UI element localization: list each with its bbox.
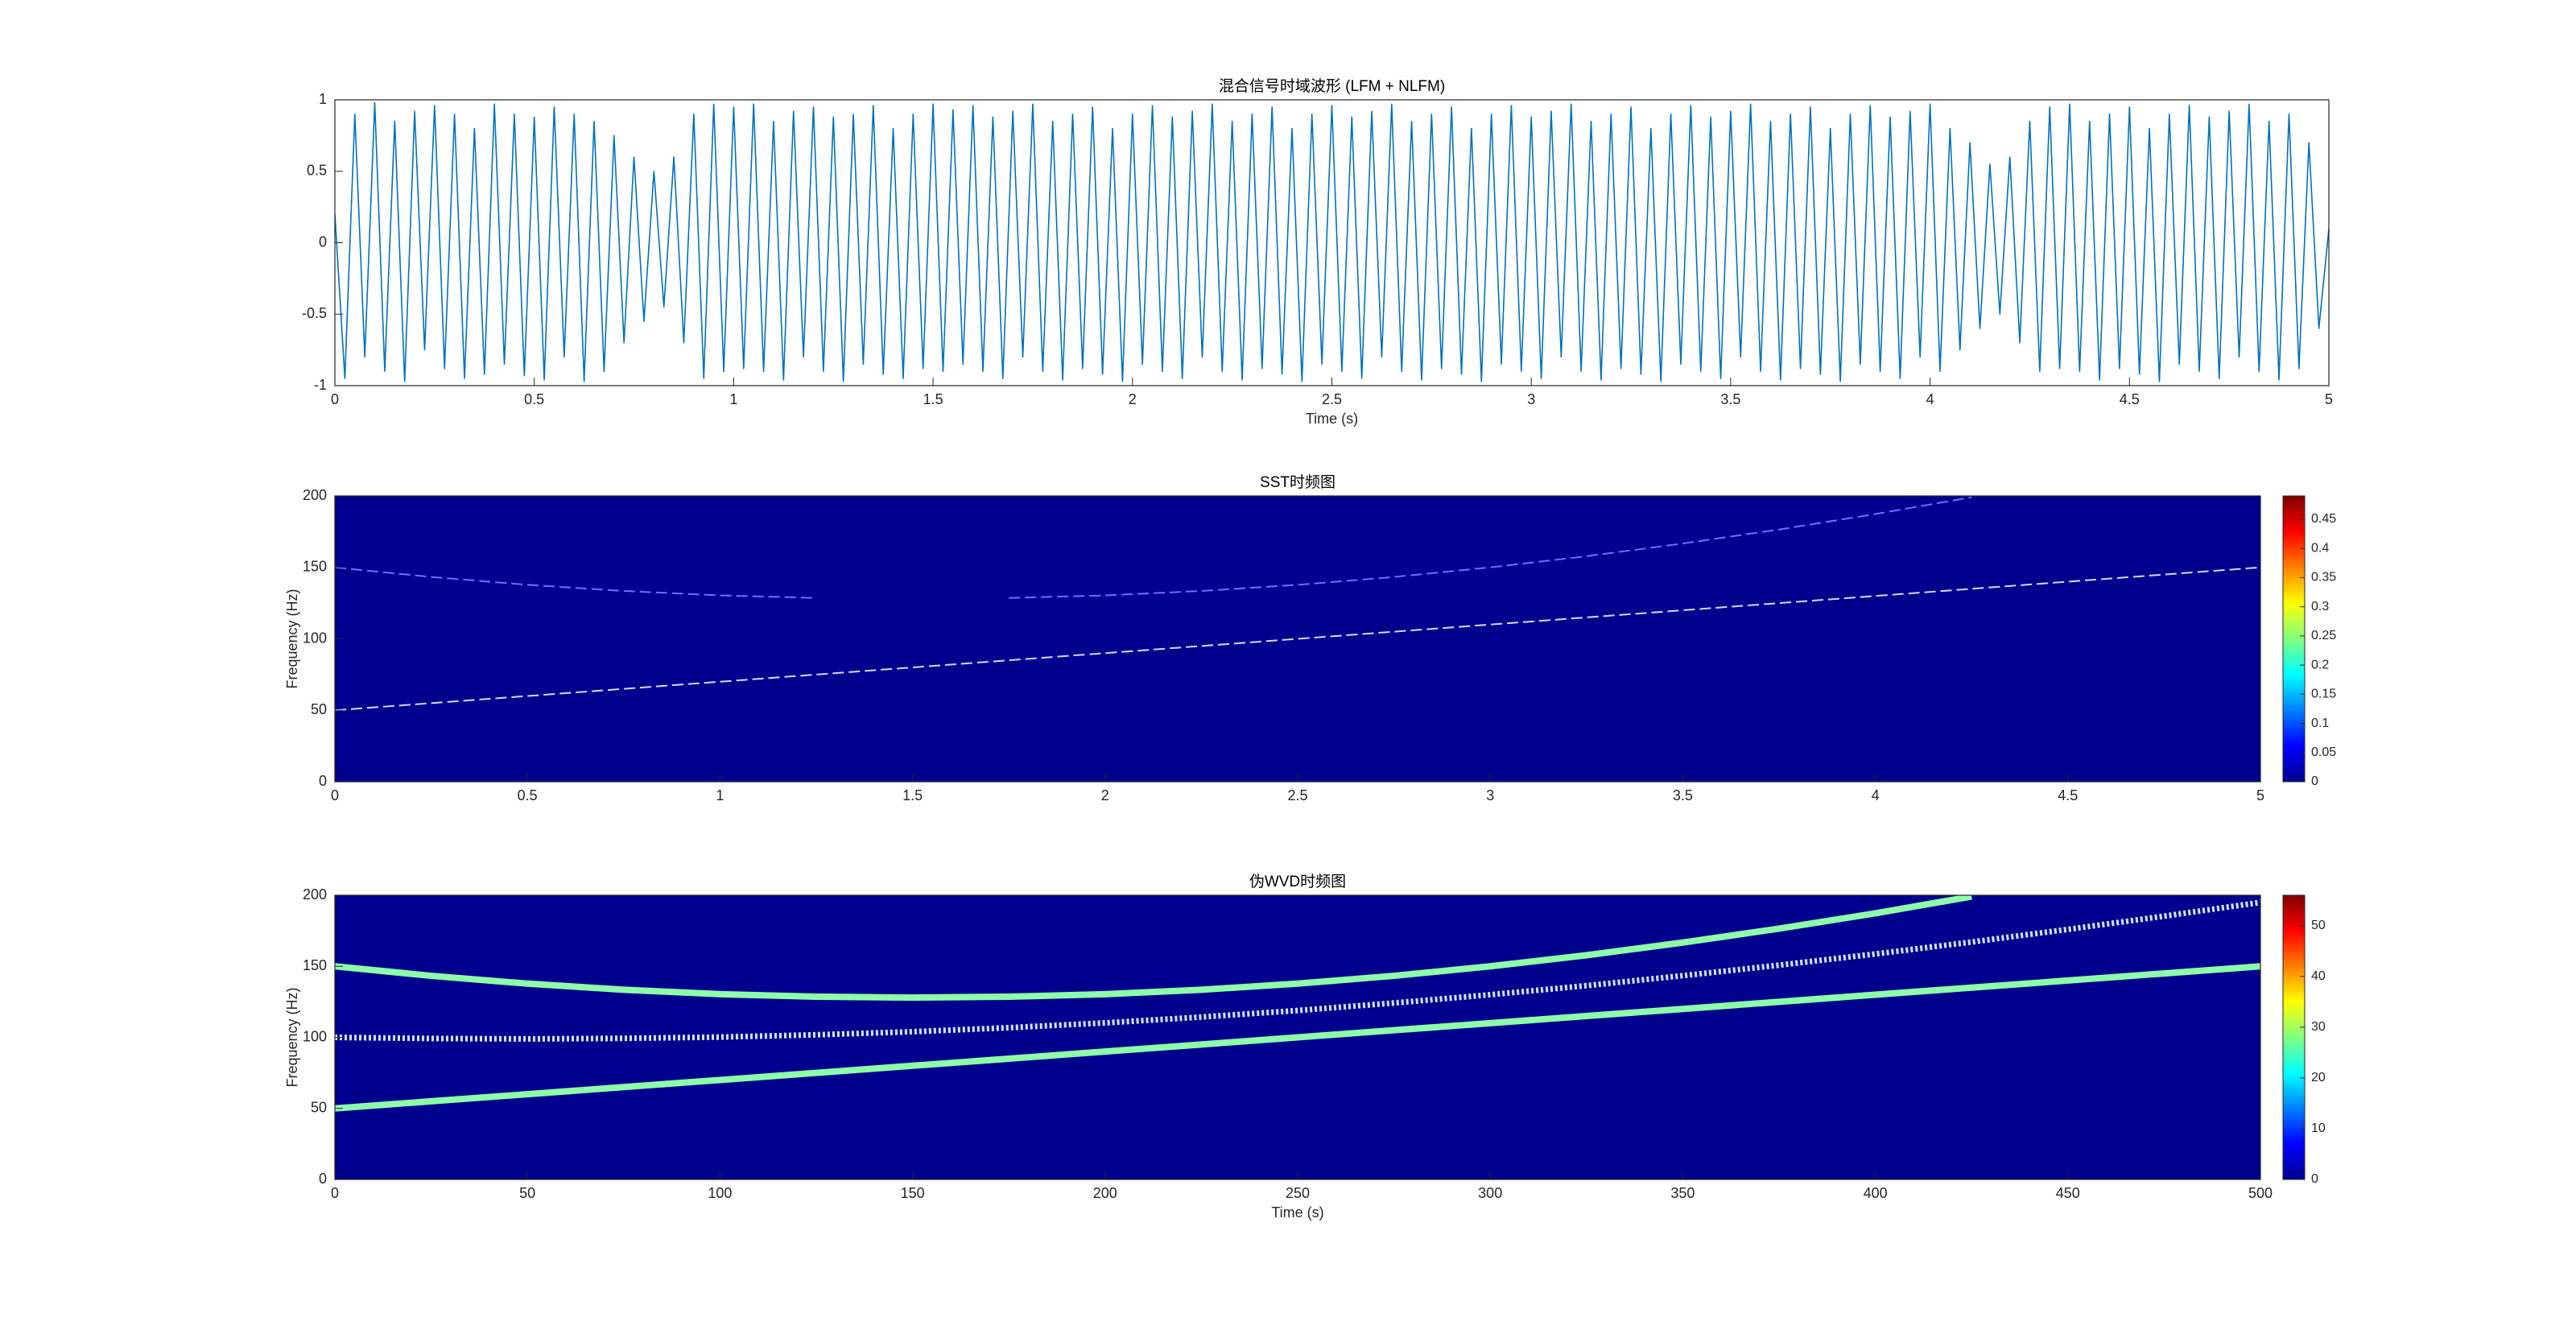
series-line: [335, 963, 2260, 1112]
y-tick-label: -0.5: [302, 305, 327, 321]
y-tick-label: 50: [311, 701, 327, 717]
y-tick-label: 0: [319, 1171, 327, 1187]
x-tick-label: 0.5: [524, 391, 544, 407]
plot-area: [335, 496, 2260, 712]
x-tick-label: 2.5: [1287, 787, 1307, 803]
x-tick-label: 2: [1101, 787, 1109, 803]
x-tick-label: 400: [1864, 1185, 1888, 1201]
x-tick-label: 3.5: [1720, 391, 1740, 407]
colorbar-tick-label: 30: [2311, 1020, 2326, 1034]
colorbar-tick-label: 0.45: [2311, 512, 2336, 526]
y-tick-label: -1: [314, 377, 327, 393]
plot-area: [335, 101, 2329, 382]
y-tick-label: 0: [319, 233, 327, 250]
x-tick-label: 200: [1093, 1185, 1117, 1201]
y-tick-label: 150: [303, 559, 327, 575]
x-tick-label: 3: [1527, 391, 1535, 407]
y-tick-label: 0.5: [307, 163, 327, 179]
x-tick-label: 0: [331, 787, 339, 803]
x-tick-label: 3.5: [1673, 787, 1693, 803]
y-tick-label: 200: [303, 886, 327, 902]
y-tick-label: 100: [303, 630, 327, 646]
x-tick-label: 5: [2256, 787, 2264, 803]
chart-title: 混合信号时域波形 (LFM + NLFM): [1219, 77, 1445, 95]
x-axis-label: Time (s): [1306, 411, 1358, 427]
colorbar: [2282, 894, 2306, 1180]
x-tick-label: 4: [1872, 787, 1880, 803]
colorbar-tick-label: 20: [2311, 1071, 2326, 1084]
colorbar-tick-label: 0.35: [2311, 571, 2336, 584]
colorbar-tick-label: 0.4: [2311, 541, 2329, 555]
colorbar-tick-label: 40: [2311, 969, 2326, 983]
colorbar-tick-label: 0.2: [2311, 658, 2329, 671]
y-tick-label: 50: [311, 1100, 327, 1116]
series-line: [335, 899, 2260, 1042]
x-tick-label: 500: [2248, 1185, 2273, 1201]
x-tick-label: 3: [1486, 787, 1494, 803]
x-tick-label: 1.5: [923, 391, 943, 407]
y-tick-label: 0: [319, 773, 327, 789]
colorbar-tick-label: 10: [2311, 1121, 2326, 1135]
y-tick-label: 1: [319, 91, 327, 107]
x-tick-label: 1: [716, 787, 724, 803]
x-tick-label: 100: [708, 1185, 732, 1201]
colorbar-tick-label: 0: [2311, 774, 2318, 788]
y-axis-label: Frequency (Hz): [284, 987, 300, 1087]
y-tick-label: 100: [303, 1028, 327, 1044]
plot-background: [335, 496, 2260, 782]
x-tick-label: 350: [1670, 1185, 1695, 1201]
x-tick-label: 50: [519, 1185, 535, 1201]
x-tick-label: 0: [331, 391, 339, 407]
y-tick-label: 200: [303, 487, 327, 503]
x-axis-label: Time (s): [1271, 1204, 1323, 1221]
colorbar-tick-label: 50: [2311, 919, 2326, 932]
x-tick-label: 0: [331, 1185, 339, 1201]
plot-area: [335, 895, 2260, 1112]
x-tick-label: 4.5: [2058, 787, 2078, 803]
colorbar-tick-label: 0.15: [2311, 688, 2336, 701]
x-tick-label: 4: [1926, 391, 1934, 407]
y-axis-label: Frequency (Hz): [284, 589, 300, 688]
x-tick-label: 250: [1286, 1185, 1310, 1201]
colorbar: [2282, 495, 2306, 783]
colorbar-tick-label: 0.3: [2311, 600, 2329, 613]
y-tick-label: 150: [303, 957, 327, 973]
series-line: [335, 496, 1972, 599]
colorbar-tick-label: 0: [2311, 1172, 2318, 1186]
chart-title: 伪WVD时频图: [1249, 873, 1346, 890]
x-tick-label: 0.5: [518, 787, 538, 803]
x-tick-label: 4.5: [2120, 391, 2140, 407]
axes-box: [334, 99, 2330, 386]
x-tick-label: 5: [2325, 391, 2333, 407]
series-line: [335, 895, 1972, 1002]
x-tick-label: 150: [901, 1185, 925, 1201]
x-tick-label: 300: [1478, 1185, 1502, 1201]
x-tick-label: 1: [729, 391, 737, 407]
colorbar-tick-label: 0.05: [2311, 746, 2336, 759]
x-tick-label: 450: [2056, 1185, 2080, 1201]
x-tick-label: 2.5: [1322, 391, 1342, 407]
chart-title: SST时频图: [1260, 473, 1335, 491]
colorbar-tick-label: 0.1: [2311, 717, 2329, 730]
x-tick-label: 2: [1129, 391, 1137, 407]
series-line: [335, 101, 2329, 382]
colorbar-tick-label: 0.25: [2311, 629, 2336, 642]
x-tick-label: 1.5: [902, 787, 923, 803]
